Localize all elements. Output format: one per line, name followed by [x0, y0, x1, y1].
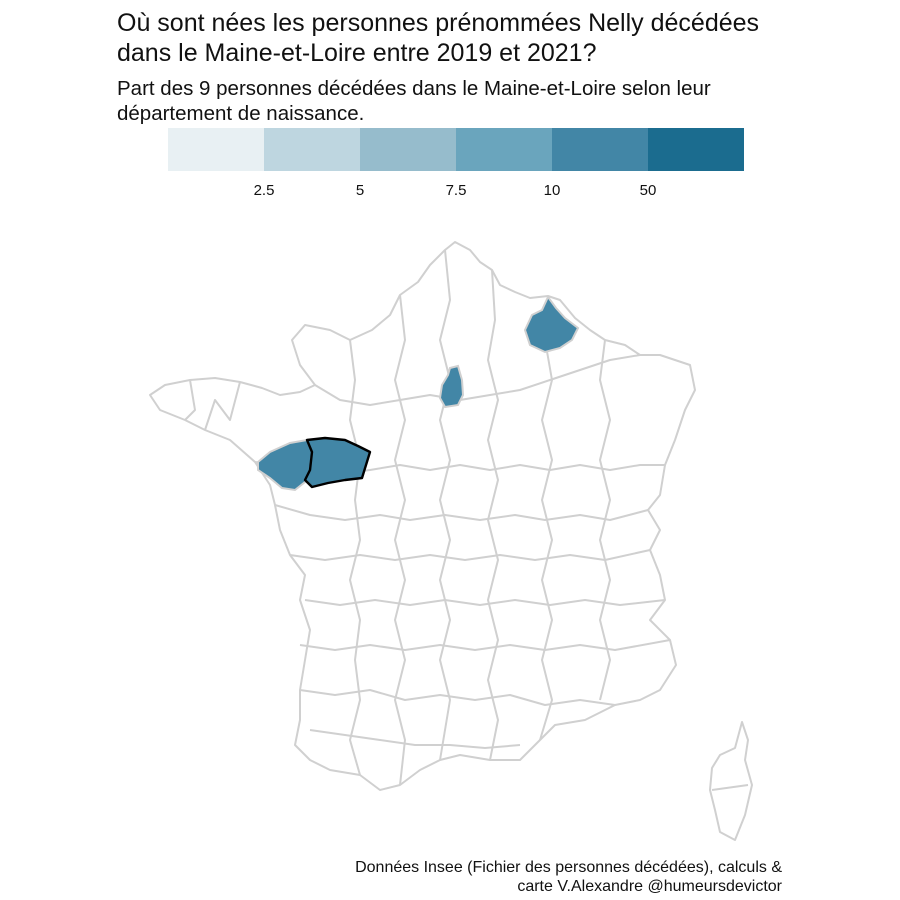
legend-break-label: 50 — [639, 182, 657, 199]
dept-maine-et-loire — [303, 436, 372, 489]
chart-title: Où sont nées les personnes prénommées Ne… — [117, 8, 887, 68]
color-legend — [168, 128, 744, 171]
subtitle-line-1: Part des 9 personnes décédées dans le Ma… — [117, 77, 711, 100]
source-caption: Données Insee (Fichier des personnes déc… — [355, 858, 782, 896]
subtitle-line-2: département de naissance. — [117, 102, 365, 125]
legend-swatch-3 — [360, 128, 456, 171]
corsica-outline — [709, 721, 753, 841]
legend-labels: 2.5 5 7.5 10 50 — [168, 182, 744, 202]
title-line-2: dans le Maine-et-Loire entre 2019 et 202… — [117, 39, 597, 67]
highlighted-departments — [257, 295, 580, 492]
caption-line-1: Données Insee (Fichier des personnes déc… — [355, 859, 782, 876]
legend-break-label: 7.5 — [445, 182, 467, 199]
legend-break-label: 2.5 — [253, 182, 275, 199]
dept-loire-atlantique — [257, 438, 314, 492]
department-boundaries — [149, 241, 753, 841]
chart-subtitle: Part des 9 personnes décédées dans le Ma… — [117, 76, 887, 126]
legend-break-label: 5 — [355, 182, 365, 199]
france-outline — [149, 241, 696, 791]
legend-swatch-4 — [456, 128, 552, 171]
caption-line-2: carte V.Alexandre @humeursdevictor — [517, 878, 782, 895]
dept-paris — [438, 364, 465, 409]
legend-swatch-1 — [168, 128, 264, 171]
title-line-1: Où sont nées les personnes prénommées Ne… — [117, 9, 760, 37]
legend-swatch-5 — [552, 128, 648, 171]
dept-ardennes — [523, 295, 580, 354]
legend-break-label: 10 — [543, 182, 561, 199]
legend-swatch-2 — [264, 128, 360, 171]
legend-swatch-6 — [648, 128, 744, 171]
